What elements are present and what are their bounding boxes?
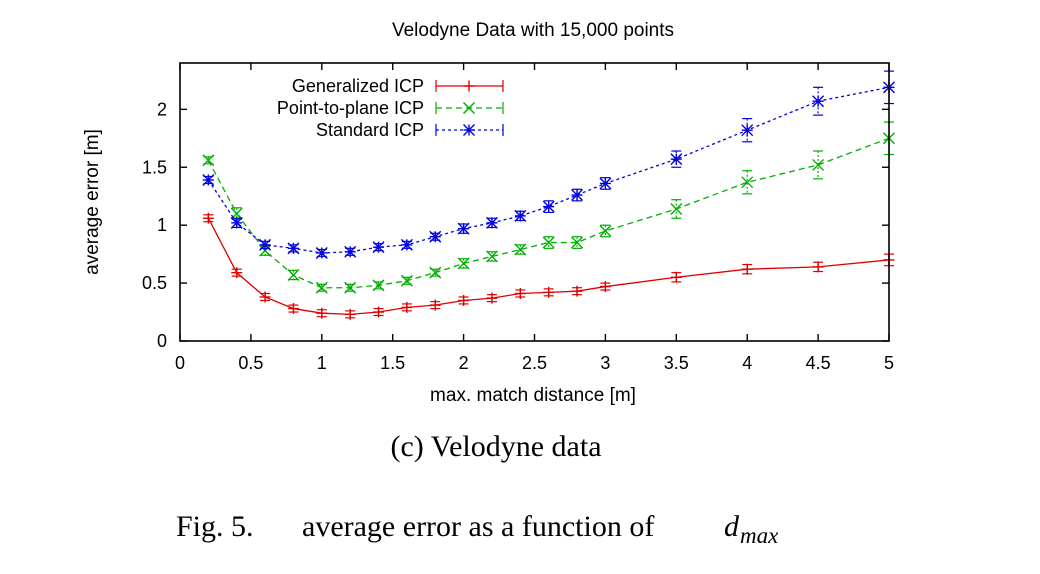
data-point [372, 241, 385, 254]
data-point [543, 286, 555, 298]
x-tick-label: 2 [459, 353, 469, 373]
caption-subscript: max [740, 523, 779, 548]
figure-caption: Fig. 5. average error as a function of d… [176, 510, 779, 548]
legend-label: Generalized ICP [292, 76, 424, 96]
x-tick-label: 0 [175, 353, 185, 373]
x-tick-label: 0.5 [238, 353, 263, 373]
data-point [287, 242, 300, 255]
x-tick-label: 1 [317, 353, 327, 373]
legend-marker [463, 102, 475, 114]
legend-label: Standard ICP [316, 120, 424, 140]
data-point [542, 200, 555, 213]
data-point [344, 245, 357, 258]
data-point [400, 274, 413, 287]
data-point [429, 266, 442, 279]
data-point [202, 173, 215, 186]
legend-label: Point-to-plane ICP [277, 98, 424, 118]
data-point [287, 268, 300, 281]
chart-title: Velodyne Data with 15,000 points [392, 20, 674, 41]
data-point [670, 202, 683, 215]
data-point [485, 250, 498, 263]
data-point [315, 246, 328, 259]
data-point [812, 158, 825, 171]
legend-marker [463, 80, 475, 92]
series-2 [202, 121, 895, 294]
x-tick-label: 1.5 [380, 353, 405, 373]
caption-symbol: d [724, 510, 740, 543]
y-tick-label: 0 [157, 331, 167, 351]
y-tick-label: 1.5 [142, 157, 167, 177]
data-point [400, 238, 413, 251]
data-point [372, 279, 385, 292]
data-point [571, 236, 584, 249]
caption-text: average error as a function of [302, 510, 654, 543]
data-point [259, 238, 272, 251]
data-point [812, 95, 825, 108]
data-point [287, 303, 299, 315]
x-tick-label: 4.5 [806, 353, 831, 373]
y-tick-label: 2 [157, 99, 167, 119]
data-point [202, 212, 214, 224]
legend-item: Generalized ICP [292, 76, 504, 96]
data-point [741, 124, 754, 137]
data-point [486, 292, 498, 304]
data-point [571, 285, 583, 297]
x-tick-label: 5 [884, 353, 894, 373]
x-tick-label: 2.5 [522, 353, 547, 373]
data-point [429, 230, 442, 243]
data-point [429, 299, 441, 311]
data-point [599, 281, 611, 293]
data-point [373, 306, 385, 318]
data-point [231, 267, 243, 279]
data-point [401, 301, 413, 313]
data-point [457, 222, 470, 235]
data-point [812, 261, 824, 273]
data-point [230, 216, 243, 229]
data-point [458, 294, 470, 306]
error-bar [742, 117, 753, 143]
legend-item: Standard ICP [316, 120, 504, 140]
data-point [571, 189, 584, 202]
data-point [599, 177, 612, 190]
subcaption: (c) Velodyne data [390, 430, 601, 463]
data-point [457, 257, 470, 270]
data-point [259, 291, 271, 303]
legend-item: Point-to-plane ICP [277, 98, 504, 118]
data-point [670, 271, 682, 283]
data-point [599, 224, 612, 237]
x-tick-label: 3.5 [664, 353, 689, 373]
data-point [316, 307, 328, 319]
data-point [344, 281, 357, 294]
plot-layer [202, 70, 895, 320]
x-tick-label: 4 [742, 353, 752, 373]
series-3 [202, 70, 895, 259]
data-point [259, 244, 272, 257]
data-point [670, 153, 683, 166]
y-tick-label: 0.5 [142, 273, 167, 293]
data-point [315, 281, 328, 294]
data-point [514, 288, 526, 300]
data-point [542, 236, 555, 249]
data-point [202, 154, 215, 167]
data-point [741, 263, 753, 275]
x-tick-label: 3 [600, 353, 610, 373]
data-point [741, 176, 754, 189]
x-axis-label: max. match distance [m] [430, 385, 636, 406]
y-axis-label: average error [m] [82, 129, 103, 275]
data-point [514, 243, 527, 256]
axis-ticks: 0 0.5 1 1.5 2 2.5 3 3.5 4 4.5 5 0 0.5 1 1.5 2 [142, 63, 894, 373]
data-point [485, 216, 498, 229]
error-bar [742, 170, 753, 195]
legend-marker [463, 124, 475, 136]
y-tick-label: 1 [157, 215, 167, 235]
caption-label: Fig. 5. [176, 510, 254, 543]
series-1 [202, 212, 895, 320]
series-line [207, 217, 890, 316]
chart: Velodyne Data with 15,000 points 0 0.5 1 1.… [82, 20, 895, 406]
data-point [514, 209, 527, 222]
data-point [344, 308, 356, 320]
